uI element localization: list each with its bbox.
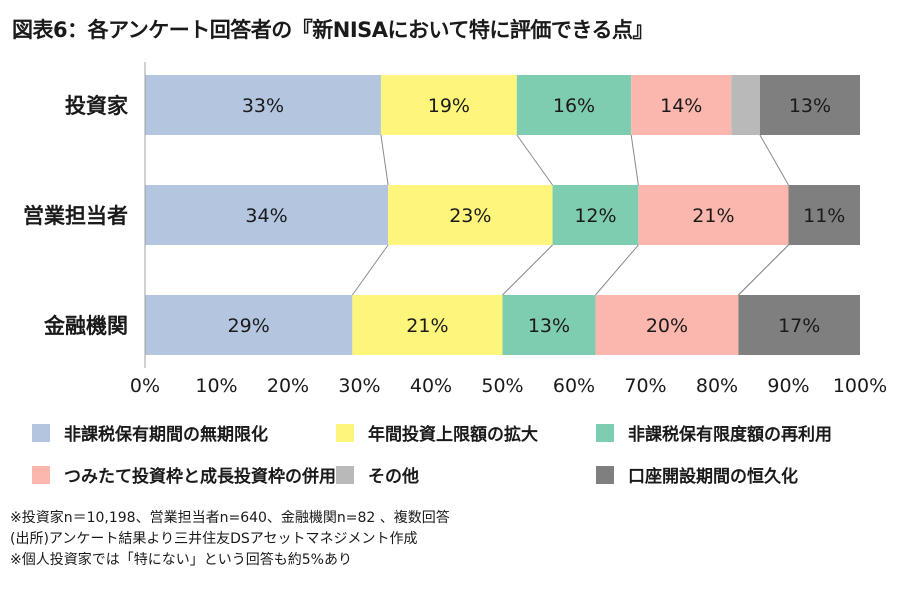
data-label-0-1: 19% (428, 95, 470, 117)
x-tick-label-1: 10% (195, 375, 237, 397)
legend-swatch-0 (32, 424, 50, 442)
data-label-2-1: 21% (406, 315, 448, 337)
chart-title: 図表6：各アンケート回答者の『新NISAにおいて特に評価できる点』 (12, 18, 654, 42)
legend-label-2: 非課税保有限度額の再利用 (628, 424, 832, 445)
legend-swatch-5 (596, 466, 614, 484)
footnote-source: (出所)アンケート結果より三井住友DSアセットマネジメント作成 (10, 531, 418, 547)
bar-segment-2-0 (145, 295, 353, 355)
series-line-1-1 (502, 244, 553, 296)
footnote-individual-investors: ※個人投資家では「特にない」という回答も約5%あり (10, 552, 352, 568)
data-label-0-3: 14% (660, 95, 702, 117)
bar-segment-0-2 (516, 75, 632, 135)
category-label-0: 投資家 (65, 94, 129, 118)
category-label-1: 営業担当者 (23, 204, 128, 228)
category-label-2: 金融機関 (43, 314, 128, 338)
bar-segment-1-0 (145, 185, 389, 245)
x-tick-label-2: 20% (267, 375, 309, 397)
bar-segment-1-2 (552, 185, 639, 245)
x-tick-label-9: 90% (767, 375, 809, 397)
bar-segment-0-0 (145, 75, 381, 135)
bar-segment-1-1 (388, 185, 553, 245)
series-line-0-1 (516, 134, 553, 186)
bar-segment-1-3 (638, 185, 789, 245)
legend-swatch-2 (596, 424, 614, 442)
x-tick-label-0: 0% (130, 375, 160, 397)
data-label-0-0: 33% (242, 95, 284, 117)
legend-swatch-3 (32, 466, 50, 484)
data-label-0-2: 16% (553, 95, 595, 117)
footnotes: ※投資家n＝10,198、営業担当者n=640、金融機関n=82 、複数回答 (… (10, 508, 450, 571)
bar-segment-2-3 (595, 295, 739, 355)
bar-segment-1-5 (788, 185, 860, 245)
series-line-0-4 (759, 134, 789, 186)
x-tick-label-5: 50% (481, 375, 523, 397)
x-tick-label-6: 60% (553, 375, 595, 397)
bar-segment-2-5 (738, 295, 860, 355)
x-tick-label-8: 80% (696, 375, 738, 397)
series-line-1-4 (738, 244, 789, 296)
data-label-1-2: 12% (574, 205, 616, 227)
bar-segment-0-1 (380, 75, 517, 135)
x-tick-label-10: 100% (833, 375, 887, 397)
x-tick-label-3: 30% (338, 375, 380, 397)
legend-label-4: その他 (368, 466, 419, 487)
bar-segment-2-1 (352, 295, 503, 355)
data-label-1-0: 34% (245, 205, 287, 227)
bar-segment-0-3 (631, 75, 732, 135)
legend-label-1: 年間投資上限額の拡大 (368, 424, 538, 445)
data-label-1-3: 21% (692, 205, 734, 227)
x-tick-label-4: 40% (410, 375, 452, 397)
data-label-1-5: 11% (803, 205, 845, 227)
legend-label-3: つみたて投資枠と成長投資枠の併用 (64, 466, 336, 487)
series-line-1-2 (595, 244, 639, 296)
data-label-2-3: 20% (646, 315, 688, 337)
data-label-0-5: 13% (789, 95, 831, 117)
bar-segment-0-5 (759, 75, 860, 135)
data-label-2-0: 29% (228, 315, 270, 337)
legend-swatch-1 (336, 424, 354, 442)
bar-segment-2-2 (502, 295, 596, 355)
footnote-sample-size: ※投資家n＝10,198、営業担当者n=640、金融機関n=82 、複数回答 (10, 510, 450, 526)
data-label-1-1: 23% (449, 205, 491, 227)
series-line-1-0 (351, 244, 389, 296)
legend-swatch-4 (336, 466, 354, 484)
series-line-0-2 (630, 134, 639, 186)
bar-segment-0-4 (731, 75, 760, 135)
series-line-0-0 (380, 134, 389, 186)
data-label-2-5: 17% (778, 315, 820, 337)
data-label-2-2: 13% (528, 315, 570, 337)
legend-label-5: 口座開設期間の恒久化 (628, 466, 798, 487)
legend-label-0: 非課税保有期間の無期限化 (64, 424, 268, 445)
x-tick-label-7: 70% (624, 375, 666, 397)
